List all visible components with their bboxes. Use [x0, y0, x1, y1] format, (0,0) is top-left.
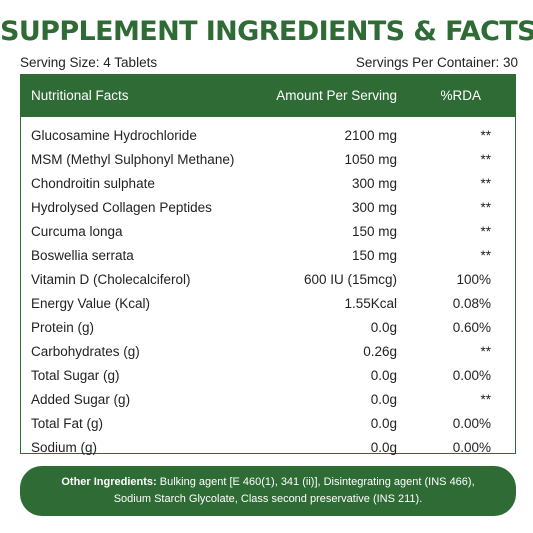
row-rda: **	[480, 248, 491, 263]
row-rda: **	[480, 224, 491, 239]
row-amount: 300 mg	[351, 200, 397, 215]
table-row: Protein (g) 0.0g 0.60%	[21, 317, 515, 341]
row-rda: 0.60%	[452, 320, 491, 335]
row-rda: **	[480, 392, 491, 407]
row-rda: 100%	[456, 272, 491, 287]
row-rda: **	[480, 152, 491, 167]
table-row: Total Sugar (g) 0.0g 0.00%	[21, 365, 515, 389]
serving-info: Serving Size: 4 Tablets Servings Per Con…	[20, 55, 518, 70]
facts-table-body: Glucosamine Hydrochloride 2100 mg ** MSM…	[21, 125, 515, 461]
row-name: Sodium (g)	[31, 440, 98, 455]
row-name: Protein (g)	[31, 320, 95, 335]
row-amount: 300 mg	[351, 176, 397, 191]
other-ingredients-text-1: Bulking agent [E 460(1), 341 (ii)], Disi…	[156, 476, 475, 488]
row-amount: 600 IU (15mcg)	[303, 272, 397, 287]
row-amount: 0.0g	[370, 320, 397, 335]
row-amount: 0.26g	[363, 344, 397, 359]
row-name: Vitamin D (Cholecalciferol)	[31, 272, 191, 287]
table-row: Curcuma longa 150 mg **	[21, 221, 515, 245]
row-rda: **	[480, 200, 491, 215]
row-rda: 0.00%	[452, 416, 491, 431]
row-name: Total Sugar (g)	[31, 368, 120, 383]
table-row: Chondroitin sulphate 300 mg **	[21, 173, 515, 197]
row-amount: 0.0g	[370, 368, 397, 383]
row-amount: 150 mg	[351, 224, 397, 239]
table-row: Glucosamine Hydrochloride 2100 mg **	[21, 125, 515, 149]
row-rda: **	[480, 128, 491, 143]
other-ingredients-text-2: Sodium Starch Glycolate, Class second pr…	[113, 493, 423, 505]
row-name: Chondroitin sulphate	[31, 176, 155, 191]
row-name: MSM (Methyl Sulphonyl Methane)	[31, 152, 235, 167]
table-row: Hydrolysed Collagen Peptides 300 mg **	[21, 197, 515, 221]
row-name: Total Fat (g)	[31, 416, 104, 431]
row-name: Added Sugar (g)	[31, 392, 131, 407]
header-rda: %RDA	[440, 88, 481, 103]
page-title: SUPPLEMENT INGREDIENTS & FACTS	[0, 16, 533, 47]
row-name: Carbohydrates (g)	[31, 344, 140, 359]
other-ingredients-line-1: Other Ingredients: Bulking agent [E 460(…	[20, 474, 516, 491]
row-amount: 1.55Kcal	[344, 296, 397, 311]
header-nutritional-facts: Nutritional Facts	[31, 88, 129, 103]
row-rda: **	[480, 176, 491, 191]
facts-table-header: Nutritional Facts Amount Per Serving %RD…	[21, 75, 515, 117]
row-name: Glucosamine Hydrochloride	[31, 128, 197, 143]
table-row: Total Fat (g) 0.0g 0.00%	[21, 413, 515, 437]
table-row: Carbohydrates (g) 0.26g **	[21, 341, 515, 365]
row-amount: 2100 mg	[344, 128, 397, 143]
table-row: Added Sugar (g) 0.0g **	[21, 389, 515, 413]
row-amount: 150 mg	[351, 248, 397, 263]
facts-table: Nutritional Facts Amount Per Serving %RD…	[20, 74, 516, 455]
row-rda: 0.00%	[452, 440, 491, 455]
row-rda: 0.08%	[452, 296, 491, 311]
row-rda: **	[480, 344, 491, 359]
servings-per-container: Servings Per Container: 30	[355, 55, 518, 70]
table-row: Sodium (g) 0.0g 0.00%	[21, 437, 515, 461]
row-amount: 0.0g	[370, 392, 397, 407]
row-rda: 0.00%	[452, 368, 491, 383]
row-name: Curcuma longa	[31, 224, 123, 239]
table-row: Vitamin D (Cholecalciferol) 600 IU (15mc…	[21, 269, 515, 293]
row-amount: 0.0g	[370, 440, 397, 455]
other-ingredients-label: Other Ingredients:	[61, 476, 157, 488]
other-ingredients-banner: Other Ingredients: Bulking agent [E 460(…	[20, 466, 516, 516]
row-name: Boswellia serrata	[31, 248, 134, 263]
row-amount: 0.0g	[370, 416, 397, 431]
row-amount: 1050 mg	[344, 152, 397, 167]
table-row: Boswellia serrata 150 mg **	[21, 245, 515, 269]
row-name: Energy Value (Kcal)	[31, 296, 151, 311]
table-row: Energy Value (Kcal) 1.55Kcal 0.08%	[21, 293, 515, 317]
serving-size: Serving Size: 4 Tablets	[20, 55, 158, 70]
table-row: MSM (Methyl Sulphonyl Methane) 1050 mg *…	[21, 149, 515, 173]
row-name: Hydrolysed Collagen Peptides	[31, 200, 212, 215]
header-amount-per-serving: Amount Per Serving	[276, 88, 397, 103]
